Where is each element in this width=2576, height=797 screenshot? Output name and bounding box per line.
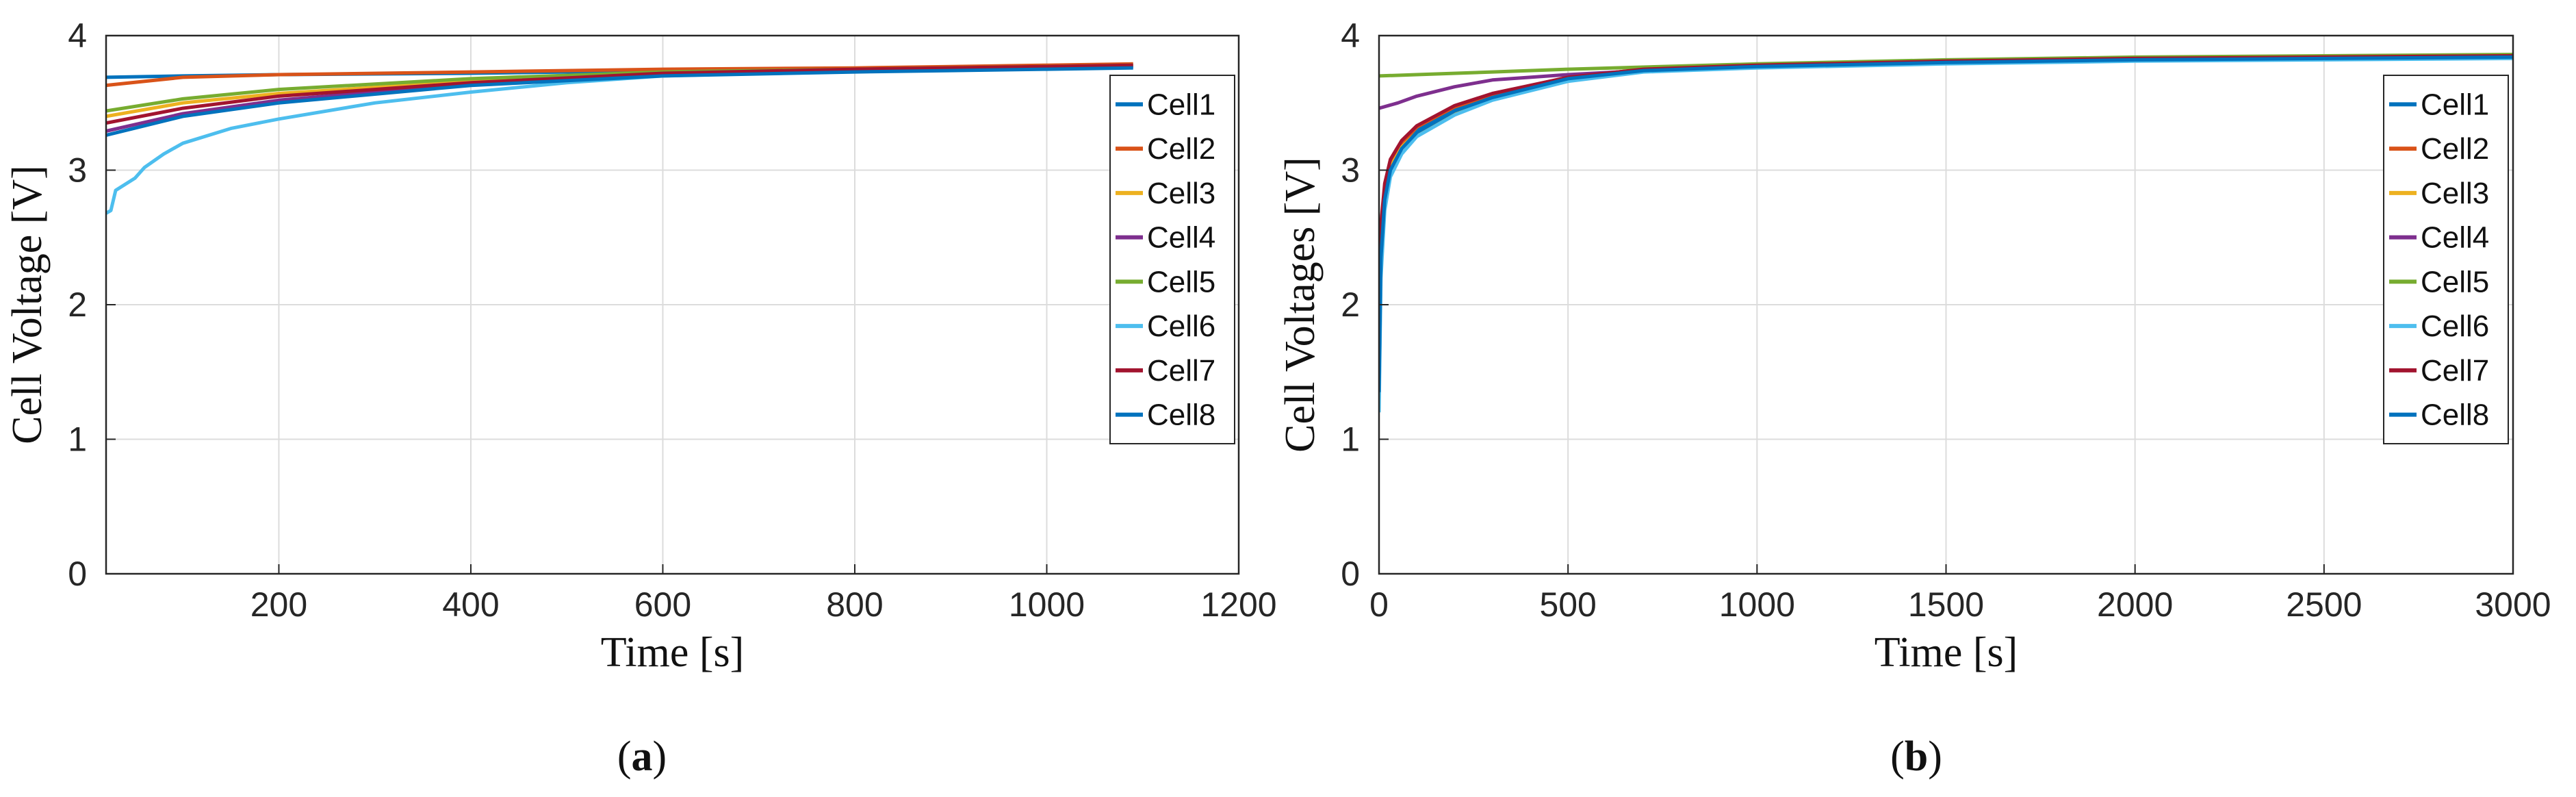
legend-label-cell6: Cell6	[1147, 309, 1215, 343]
series-line-cell7	[106, 63, 1133, 125]
x-tick-label: 600	[634, 585, 691, 624]
y-tick-label: 1	[1341, 420, 1360, 459]
x-tick-label: 2000	[2097, 585, 2173, 624]
x-axis-label: Time [s]	[601, 629, 745, 676]
x-tick-label: 2500	[2286, 585, 2362, 624]
y-tick-label: 4	[1341, 16, 1360, 55]
x-axis-label: Time [s]	[1875, 629, 2018, 676]
legend-label-cell5: Cell5	[2421, 265, 2489, 299]
x-tick-label: 1200	[1200, 585, 1276, 624]
legend: Cell1 Cell2 Cell3 Cell4 Cell5 Cell6 Cell7 Cell8	[1109, 75, 1235, 444]
y-tick-label: 4	[68, 16, 87, 55]
legend-label-cell5: Cell5	[1147, 265, 1215, 299]
legend-label-cell1: Cell1	[2421, 88, 2489, 121]
legend-box	[2383, 75, 2509, 444]
y-axis-label: Cell Voltages [V]	[1277, 157, 1324, 453]
legend-label-cell3: Cell3	[1147, 177, 1215, 210]
legend-label-cell1: Cell1	[1147, 88, 1215, 121]
x-tick-label: 1500	[1908, 585, 1984, 624]
legend-label-cell7: Cell7	[1147, 354, 1215, 388]
y-tick-label: 1	[68, 420, 87, 459]
legend-label-cell7: Cell7	[2421, 354, 2489, 388]
y-tick-label: 3	[68, 151, 87, 190]
x-tick-label: 500	[1539, 585, 1596, 624]
y-tick-label: 2	[68, 286, 87, 324]
legend-box	[1109, 75, 1235, 444]
x-tick-label: 1000	[1719, 585, 1795, 624]
y-tick-label: 0	[68, 555, 87, 593]
y-tick-label: 2	[1341, 286, 1360, 324]
y-axis-label: Cell Voltage [V]	[4, 165, 51, 444]
y-tick-label: 3	[1341, 151, 1360, 190]
legend-label-cell2: Cell2	[2421, 132, 2489, 166]
chart-b: 0 500 1000 1500 2000 2500 3000 0 1 2 3 4 Time [s] Cel…	[1277, 16, 2551, 676]
x-tick-label: 400	[442, 585, 499, 624]
series-line-cell8	[106, 66, 1133, 137]
series-line-cell8	[1379, 55, 2513, 392]
panel-label-b: (b)	[1890, 733, 1942, 780]
y-tick-label: 0	[1341, 555, 1360, 593]
legend-label-cell6: Cell6	[2421, 309, 2489, 343]
legend: Cell1 Cell2 Cell3 Cell4 Cell5 Cell6 Cell7 Cell8	[2383, 75, 2509, 444]
legend-label-cell8: Cell8	[1147, 398, 1215, 432]
x-tick-label: 800	[826, 585, 883, 624]
legend-label-cell2: Cell2	[1147, 132, 1215, 166]
chart-a: 200 400 600 800 1000 1200 0 1 2 3 4 Time [s] Cell Vo…	[4, 16, 1277, 676]
x-tick-label: 200	[250, 585, 307, 624]
x-tick-label: 1000	[1009, 585, 1085, 624]
legend-label-cell8: Cell8	[2421, 398, 2489, 432]
legend-label-cell4: Cell4	[1147, 221, 1215, 255]
panel-label-a: (a)	[617, 733, 667, 780]
legend-label-cell3: Cell3	[2421, 177, 2489, 210]
legend-label-cell4: Cell4	[2421, 221, 2489, 255]
x-tick-label: 3000	[2475, 585, 2551, 624]
x-tick-label: 0	[1369, 585, 1389, 624]
